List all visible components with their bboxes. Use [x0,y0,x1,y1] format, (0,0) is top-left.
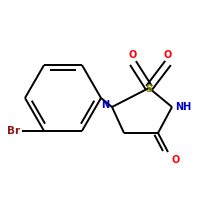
Text: O: O [171,155,179,165]
Text: O: O [164,50,172,60]
Text: S: S [145,84,153,94]
Text: N: N [101,100,109,110]
Text: Br: Br [7,126,20,136]
Text: O: O [129,50,137,60]
Text: NH: NH [175,102,191,112]
